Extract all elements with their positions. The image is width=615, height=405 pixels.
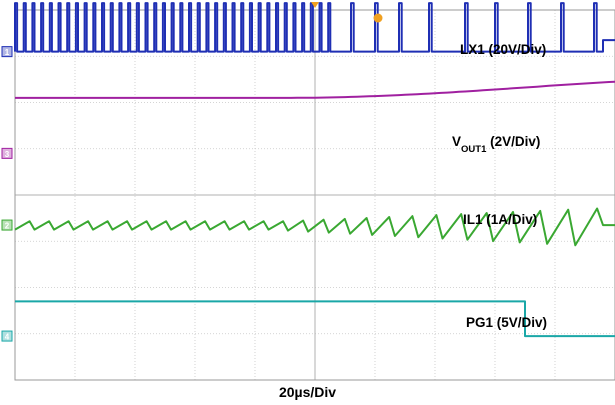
channel-label-lx1: LX1 (20V/Div) [460,42,546,57]
channel-marker-number: 4 [5,333,10,342]
channel-marker-number: 1 [5,48,10,57]
channel-marker [1,219,13,231]
channel-marker-number: 3 [5,150,10,159]
grid [14,9,615,381]
trace-vout1 [15,80,615,99]
plot-frame [14,9,615,381]
channel-markers: 1 3 2 4 [1,2,383,342]
traces [14,2,615,338]
trace-lx1 [14,2,615,53]
trace-il1 [14,207,615,247]
channel-label-pg1: PG1 (5V/Div) [466,315,547,330]
channel-labels: LX1 (20V/Div) VOUT1 (2V/Div) IL1 (1A/Div… [452,42,547,330]
trigger-position-marker [311,2,319,8]
channel-marker [1,46,13,58]
trigger-level-marker [373,13,383,23]
channel-label-il1: IL1 (1A/Div) [463,212,537,227]
channel-marker [1,147,13,159]
channel-marker-number: 2 [5,222,10,231]
timebase-label: 20µs/Div [278,384,337,400]
trace-pg1 [15,300,615,338]
channel-marker [1,330,13,342]
channel-label-vout1: VOUT1 (2V/Div) [452,134,540,155]
